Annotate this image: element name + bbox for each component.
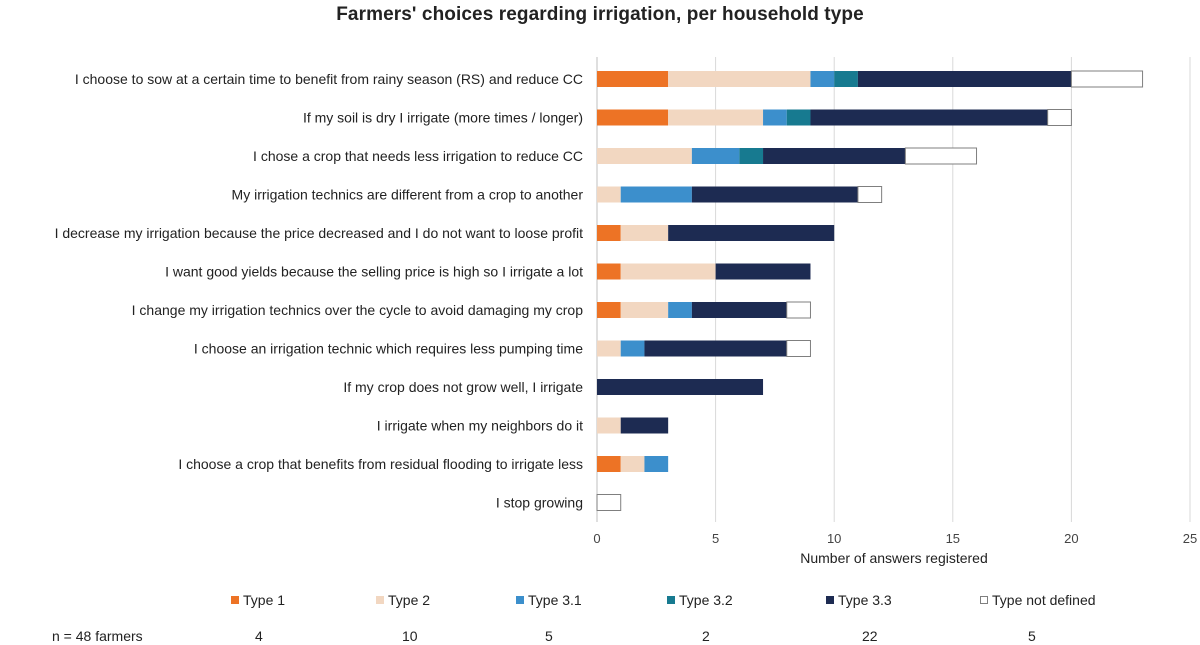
bar-segment-type-1	[597, 302, 621, 318]
bar-segment-type-3-1	[644, 456, 669, 472]
bar-segment-type-1	[597, 71, 669, 87]
category-label: I stop growing	[496, 495, 583, 511]
category-label: I want good yields because the selling p…	[165, 264, 583, 280]
bar-segment-type-not-defined	[596, 494, 622, 511]
chart-title: Farmers' choices regarding irrigation, p…	[336, 4, 864, 25]
bar-segment-type-not-defined	[1070, 70, 1144, 88]
bar-segment-type-not-defined	[786, 301, 811, 319]
category-label: I change my irrigation technics over the…	[132, 302, 584, 318]
legend-label: Type not defined	[992, 592, 1096, 608]
bar-segment-type-not-defined	[786, 340, 811, 357]
category-label: If my crop does not grow well, I irrigat…	[343, 379, 583, 395]
legend-swatch	[516, 596, 524, 604]
bar-segment-type-2	[597, 417, 621, 434]
sample-count: 5	[1028, 628, 1036, 644]
category-label: I choose to sow at a certain time to ben…	[75, 71, 583, 87]
bar-segment-type-1	[597, 225, 621, 241]
x-tick-label: 20	[1064, 531, 1078, 546]
bar-segment-type-3-3	[644, 340, 787, 357]
bar-segment-type-3-3	[691, 302, 787, 318]
bar-segment-type-1	[597, 109, 669, 126]
bar-segment-type-3-2	[834, 71, 858, 87]
legend-label: Type 3.3	[838, 592, 892, 608]
legend-item: Type 3.2	[667, 592, 733, 608]
sample-counts-row: n = 48 farmers 4 10 5 2 22 5	[0, 628, 1200, 645]
bar-segment-type-2	[620, 225, 669, 241]
legend-swatch	[231, 596, 239, 604]
x-axis-label: Number of answers registered	[800, 550, 988, 566]
legend-label: Type 1	[243, 592, 286, 608]
sample-count: 2	[702, 628, 710, 644]
bar-segment-type-not-defined	[1047, 109, 1072, 126]
bar-segment-type-2	[597, 340, 621, 357]
legend-label: Type 2	[388, 592, 431, 608]
bar-segment-type-3-2	[786, 109, 811, 126]
bar-segment-type-3-1	[620, 340, 645, 357]
bar-segment-type-not-defined	[857, 186, 883, 203]
legend-swatch	[376, 596, 384, 604]
x-tick-label: 0	[593, 531, 600, 546]
sample-count: 10	[402, 628, 418, 644]
bar-segment-type-3-3	[810, 109, 1048, 126]
legend-item: Type 3.1	[516, 592, 582, 608]
bar-segment-type-1	[597, 263, 621, 280]
bar-segment-type-not-defined	[904, 147, 978, 165]
bar-segment-type-3-3	[763, 148, 906, 164]
bar-segment-type-3-2	[739, 148, 764, 164]
category-label: I choose a crop that benefits from resid…	[178, 456, 583, 472]
legend-swatch	[667, 596, 675, 604]
bar-segment-type-2	[668, 109, 764, 126]
legend-swatch	[980, 596, 988, 604]
bar-segment-type-3-1	[810, 71, 835, 87]
chart-legend: Type 1 Type 2 Type 3.1 Type 3.2 Type 3.3 Type…	[0, 592, 1200, 616]
bar-segment-type-3-1	[668, 302, 692, 318]
x-tick-label: 25	[1183, 531, 1197, 546]
x-tick-label: 15	[946, 531, 960, 546]
legend-label: Type 3.2	[679, 592, 733, 608]
legend-item: Type not defined	[980, 592, 1096, 608]
x-tick-label: 10	[827, 531, 841, 546]
bar-segment-type-2	[597, 186, 621, 203]
bar-segment-type-2	[620, 456, 645, 472]
bar-segment-type-2	[668, 71, 811, 87]
category-label: I decrease my irrigation because the pri…	[55, 225, 584, 241]
category-label: I chose a crop that needs less irrigatio…	[253, 148, 583, 164]
category-label: My irrigation technics are different fro…	[232, 187, 584, 203]
legend-item: Type 2	[376, 592, 430, 608]
bar-segment-type-1	[597, 456, 621, 472]
category-label: I irrigate when my neighbors do it	[377, 418, 583, 434]
sample-count: 4	[255, 628, 263, 644]
category-label: If my soil is dry I irrigate (more times…	[303, 110, 583, 126]
legend-swatch	[826, 596, 834, 604]
bar-segment-type-2	[620, 263, 716, 280]
legend-item: Type 1	[231, 592, 285, 608]
bar-segment-type-3-3	[715, 263, 811, 280]
legend-label: Type 3.1	[528, 592, 582, 608]
bar-segment-type-2	[620, 302, 669, 318]
bar-segment-type-3-3	[668, 225, 835, 241]
bar-segment-type-3-3	[597, 379, 764, 395]
sample-size-label: n = 48 farmers	[52, 628, 143, 644]
bar-segment-type-3-3	[857, 71, 1072, 87]
bar-segment-type-3-3	[620, 417, 669, 434]
bar-segment-type-3-1	[620, 186, 692, 203]
bar-segment-type-3-1	[691, 148, 740, 164]
bar-segment-type-3-1	[763, 109, 787, 126]
x-tick-label: 5	[712, 531, 719, 546]
chart-plot: 0 5 10 15 20 25 I choose to sow at a certain t…	[55, 57, 1197, 566]
sample-count: 5	[545, 628, 553, 644]
bar-segment-type-2	[597, 148, 692, 164]
category-label: I choose an irrigation technic which req…	[194, 341, 583, 357]
sample-count: 22	[862, 628, 878, 644]
bar-segment-type-3-3	[691, 186, 858, 203]
legend-item: Type 3.3	[826, 592, 892, 608]
